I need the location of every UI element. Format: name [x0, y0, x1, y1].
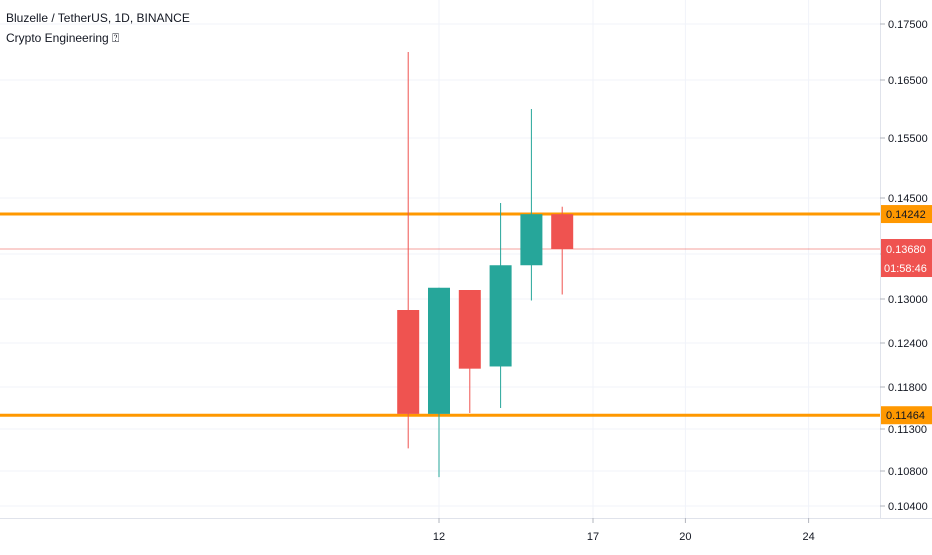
- y-tick-label: 0.17500: [888, 19, 928, 31]
- y-tick-label: 0.12400: [888, 338, 928, 350]
- price-tags: 0.14242 0.11464 0.13680 01:58:46: [881, 205, 932, 425]
- candle-up[interactable]: [489, 202, 512, 408]
- candle-body[interactable]: [551, 214, 574, 250]
- candle-body[interactable]: [520, 214, 543, 266]
- grid: [0, 0, 880, 518]
- indicator-title[interactable]: Crypto Engineering ⍰: [6, 31, 120, 45]
- candle-body[interactable]: [397, 310, 420, 414]
- x-tick-label: 12: [433, 531, 445, 543]
- candle-down[interactable]: [551, 206, 574, 295]
- y-tick-label: 0.16500: [888, 75, 928, 87]
- level-price-tag: [881, 406, 932, 425]
- last-price-label: 0.13680: [886, 244, 926, 256]
- axes: 0.10400 0.10800 0.11300 0.11800 0.12400 0.130…: [0, 0, 932, 543]
- level-price-label: 0.11464: [886, 410, 925, 422]
- candle-body[interactable]: [428, 287, 450, 414]
- candle-down[interactable]: [397, 52, 420, 449]
- x-tick-label: 24: [802, 531, 814, 543]
- y-tick-label: 0.10400: [888, 501, 928, 513]
- symbol-title[interactable]: Bluzelle / TetherUS, 1D, BINANCE: [6, 11, 190, 25]
- candles[interactable]: [397, 52, 574, 478]
- y-tick-label: 0.11300: [888, 424, 927, 436]
- y-tick-label: 0.11800: [888, 382, 927, 394]
- x-tick-label: 20: [679, 531, 691, 543]
- y-tick-label: 0.13000: [888, 294, 928, 306]
- candle-up[interactable]: [428, 287, 450, 478]
- candle-body[interactable]: [458, 290, 481, 369]
- chart-legend: Bluzelle / TetherUS, 1D, BINANCE Crypto …: [6, 8, 190, 48]
- candle-up[interactable]: [520, 109, 543, 301]
- x-tick-label: 17: [587, 531, 599, 543]
- horizontal-levels[interactable]: [0, 212, 880, 417]
- y-tick-label: 0.14500: [888, 193, 928, 205]
- candle-down[interactable]: [458, 290, 481, 414]
- countdown-label: 01:58:46: [884, 263, 927, 275]
- y-tick-label: 0.10800: [888, 466, 928, 478]
- candle-body[interactable]: [489, 265, 512, 367]
- level-price-tag: [881, 205, 932, 224]
- y-tick-label: 0.15500: [888, 133, 928, 145]
- level-price-label: 0.14242: [886, 209, 926, 221]
- last-price-tag: [881, 239, 932, 278]
